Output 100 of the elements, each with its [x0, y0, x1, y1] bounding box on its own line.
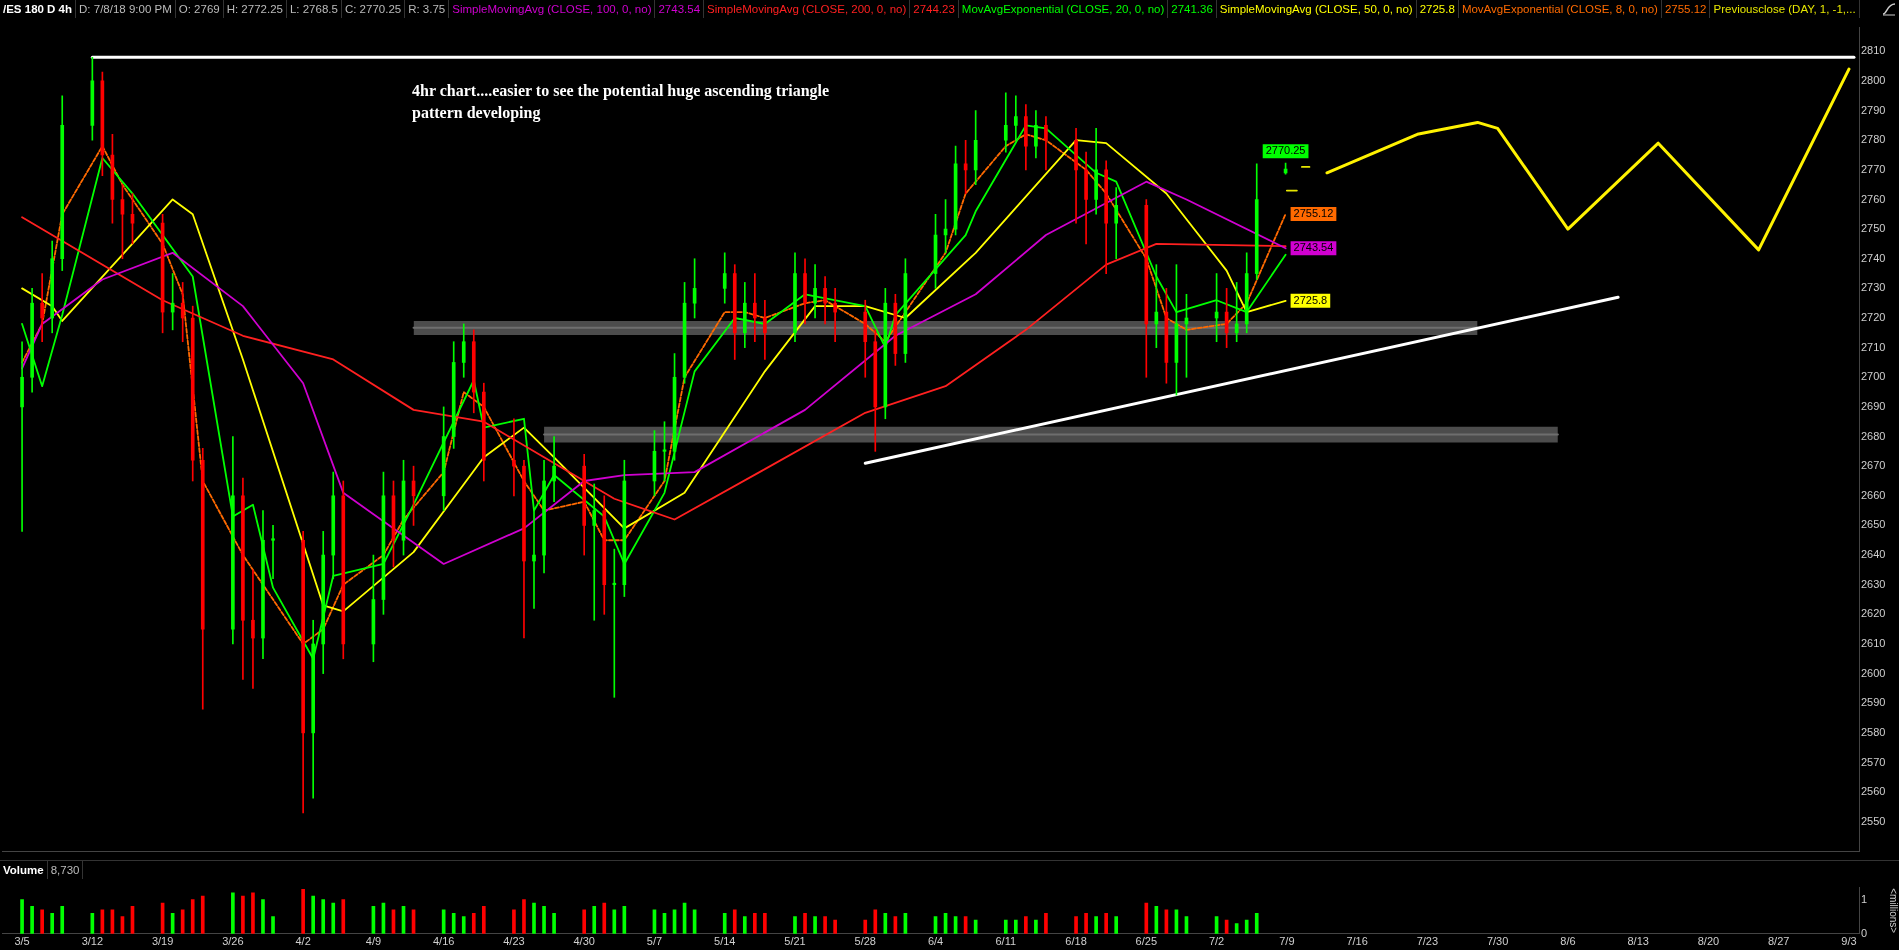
bar: [481, 906, 486, 934]
bar: [602, 902, 607, 934]
chart-title: Volume: [0, 861, 48, 879]
bar: [512, 909, 516, 934]
text: Previousclose (DAY, 1, -1,...: [1710, 0, 1860, 18]
data-label: 2725.8: [1293, 293, 1328, 306]
text: 2744.23: [910, 0, 959, 18]
y-tick-label: 2660: [1861, 488, 1886, 501]
y-tick-label: 2670: [1861, 459, 1886, 472]
bar: [241, 895, 245, 934]
bar: [60, 906, 65, 934]
x-tick-label: 6/25: [1135, 935, 1158, 948]
x-tick-label: 5/21: [784, 935, 806, 948]
bar: [732, 909, 737, 934]
text: L: 2768.5: [286, 0, 342, 18]
x-tick-label: 8/27: [1767, 935, 1790, 948]
text: MovAvgExponential (CLOSE, 8, 0, no): [1458, 0, 1662, 18]
text: 2725.8: [1416, 0, 1459, 18]
text: R: 3.75: [405, 0, 450, 18]
x-tick-label: 4/16: [432, 935, 455, 948]
bar: [180, 909, 185, 934]
bar: [1024, 916, 1028, 934]
x-tick-label: 3/26: [222, 935, 244, 948]
bar: [40, 909, 44, 934]
x-tick-label: 5/14: [714, 935, 736, 948]
bar: [1084, 912, 1088, 934]
y-tick-label: 2690: [1861, 399, 1886, 412]
text: 2743.54: [655, 0, 705, 18]
text: MovAvgExponential (CLOSE, 20, 0, no): [958, 0, 1169, 18]
bar: [1254, 912, 1259, 934]
text: D: 7/8/18 9:00 PM: [76, 0, 176, 18]
y-tick-label: 2600: [1861, 666, 1886, 679]
y-tick-label: 2770: [1861, 162, 1886, 175]
y-tick-label: 2580: [1861, 725, 1886, 738]
bar: [823, 916, 827, 934]
x-tick-label: 3/19: [151, 935, 174, 948]
bar: [261, 899, 265, 934]
bar: [1044, 912, 1048, 934]
bar: [793, 916, 797, 934]
bar: [612, 909, 617, 934]
y-tick-label: 2700: [1861, 370, 1886, 383]
y-tick-label: 2760: [1861, 192, 1886, 205]
data-label: 2755.12: [1293, 206, 1334, 219]
bar: [1114, 916, 1119, 934]
y-tick-label: 2710: [1861, 340, 1886, 353]
data-label: 2743.54: [1293, 241, 1334, 254]
bar: [1094, 916, 1098, 934]
bar: [863, 919, 868, 934]
x-tick-label: 8/13: [1627, 935, 1649, 948]
x-tick-label: 7/16: [1346, 935, 1368, 948]
y-tick-label: 2550: [1861, 814, 1886, 827]
x-tick-label: 7/9: [1279, 935, 1295, 948]
bar: [461, 916, 466, 934]
y-tick-label: 2560: [1861, 785, 1886, 798]
bar: [1013, 919, 1018, 934]
bar: [552, 912, 556, 934]
bar: [873, 909, 878, 934]
y-tick-label: 2720: [1861, 311, 1886, 324]
bar: [582, 909, 587, 934]
text: 2741.36: [1168, 0, 1217, 18]
text: 2770.25: [1265, 144, 1306, 157]
bar: [833, 919, 837, 934]
y-tick-label: 2750: [1861, 222, 1886, 235]
bar: [331, 902, 336, 934]
y-tick-label: 2730: [1861, 281, 1886, 294]
bar: [813, 916, 817, 934]
y-tick-label: 1: [1861, 892, 1868, 905]
text: C: 2770.25: [341, 0, 406, 18]
bar: [471, 912, 476, 934]
y-tick-label: 2590: [1861, 696, 1886, 709]
x-tick-label: 7/30: [1486, 935, 1509, 948]
bar: [321, 899, 326, 934]
bar: [763, 912, 767, 934]
text: 2755.12: [1661, 0, 1711, 18]
text: O: 2769: [175, 0, 224, 18]
x-tick-label: 9/3: [1841, 935, 1857, 948]
y-tick-label: 2570: [1861, 755, 1886, 768]
x-tick-label: 5/28: [854, 935, 876, 948]
bar: [251, 892, 255, 934]
bar: [542, 906, 546, 934]
bar: [341, 899, 346, 934]
x-tick-label: 3/5: [14, 935, 30, 948]
x-tick-label: 8/6: [1560, 935, 1576, 948]
bar: [1144, 902, 1149, 934]
x-tick-label: 8/20: [1697, 935, 1720, 948]
bar: [301, 888, 305, 934]
y-axis-title: <millions>: [1888, 888, 1899, 934]
x-tick-label: 4/2: [295, 935, 311, 948]
bar: [231, 892, 235, 934]
y-tick-label: 2790: [1861, 103, 1886, 116]
bar: [1074, 916, 1078, 934]
bar: [20, 899, 24, 934]
y-tick-label: 2650: [1861, 518, 1886, 531]
bar: [973, 919, 978, 934]
text: H: 2772.25: [223, 0, 287, 18]
bar: [522, 899, 526, 934]
x-tick-label: 4/9: [365, 935, 382, 948]
bar: [722, 912, 727, 934]
y-tick-label: 2810: [1861, 44, 1886, 57]
bar: [1244, 919, 1249, 934]
